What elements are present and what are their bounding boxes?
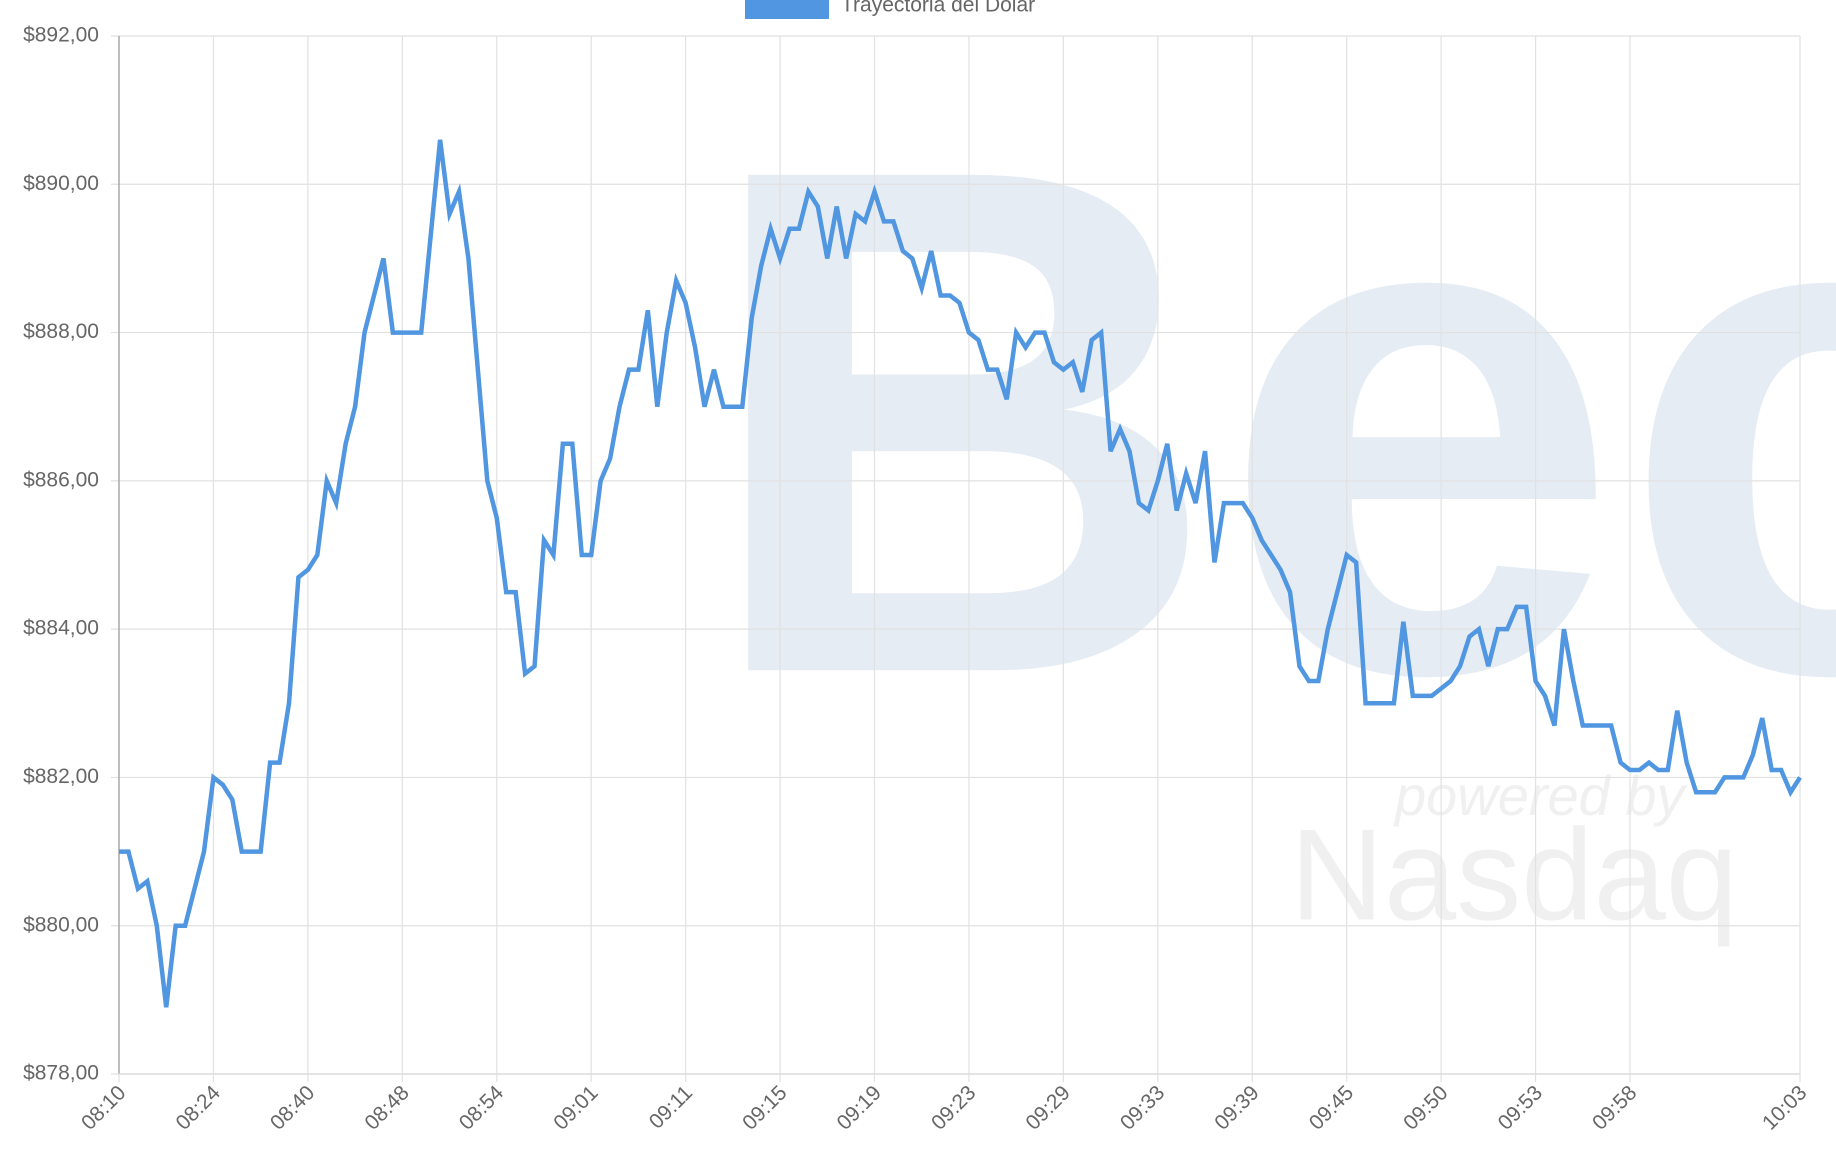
y-tick-label: $890,00 [23,172,99,195]
y-tick-label: $892,00 [23,24,99,47]
x-tick-label: 09:23 [927,1081,980,1134]
x-tick-label: 09:29 [1021,1081,1074,1134]
x-tick-label: 08:10 [77,1081,130,1134]
x-tick-label: 08:40 [266,1081,319,1134]
x-tick-label: 08:48 [360,1081,413,1134]
x-tick-label: 09:01 [549,1081,602,1134]
data-line [119,139,1802,1008]
x-tick-label: 09:19 [833,1081,886,1134]
y-tick-label: $886,00 [23,468,99,491]
y-tick-label: $884,00 [23,617,99,640]
x-tick-label: 09:58 [1588,1081,1641,1134]
x-tick-label: 09:33 [1116,1081,1169,1134]
watermark-brand: Bec [700,18,1836,823]
watermark-tagline: powered by [1393,764,1688,827]
legend-swatch [745,0,829,19]
y-tick-label: $888,00 [23,320,99,343]
x-tick-label: 10:03 [1758,1081,1811,1134]
x-tick-label: 09:53 [1494,1081,1547,1134]
x-tick-label: 09:50 [1399,1081,1452,1134]
x-tick-label: 08:24 [171,1081,225,1135]
x-tick-label: 09:15 [738,1081,791,1134]
x-tick-label: 09:39 [1210,1081,1263,1134]
x-tick-label: 09:11 [645,1081,697,1133]
watermark-partner: Nasdaq [1290,801,1738,947]
y-tick-label: $878,00 [23,1062,99,1085]
y-tick-label: $882,00 [23,765,99,788]
legend-label: Trayectoria del Dólar [841,0,1035,17]
x-tick-label: 09:45 [1305,1081,1358,1134]
x-tick-label: 08:54 [455,1081,509,1135]
y-tick-label: $880,00 [23,913,99,936]
